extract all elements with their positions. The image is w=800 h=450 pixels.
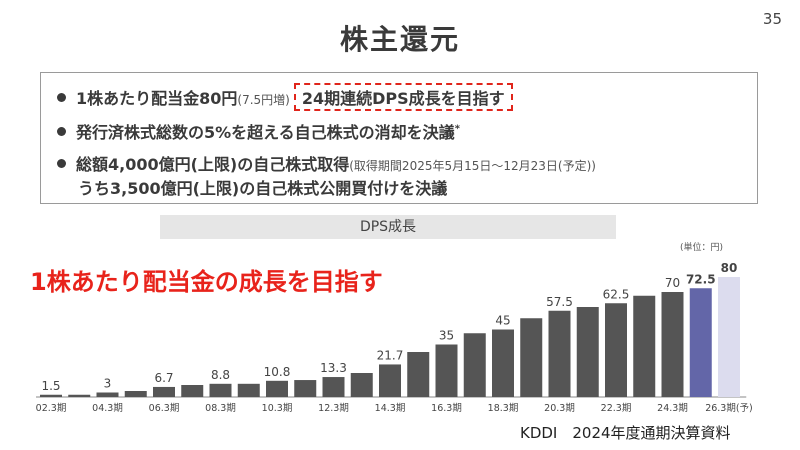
data-label: 70 bbox=[665, 276, 680, 290]
x-tick-label: 20.3期 bbox=[544, 403, 575, 414]
page-title: 株主還元 bbox=[339, 23, 460, 56]
bar-13.3期 bbox=[350, 373, 373, 397]
data-label: 3 bbox=[104, 377, 112, 391]
bar-24.3期 bbox=[661, 292, 684, 397]
bullet-dot bbox=[57, 93, 66, 102]
x-tick-label: 22.3期 bbox=[601, 403, 632, 414]
bullet-2: 発行済株式総数の5%を超える自己株式の消却を決議* bbox=[57, 119, 460, 143]
x-tick-label: 14.3期 bbox=[375, 403, 406, 414]
bar-25.3期 bbox=[689, 288, 712, 397]
x-tick-label: 26.3期(予) bbox=[705, 403, 753, 414]
x-tick-label: 04.3期 bbox=[92, 403, 123, 414]
bar-04.3期 bbox=[96, 392, 119, 397]
bar-18.3期 bbox=[492, 329, 514, 397]
bar-23.3期 bbox=[633, 295, 656, 397]
bar-19.3期 bbox=[520, 318, 543, 397]
bullet-dot bbox=[57, 127, 66, 136]
bar-09.3期 bbox=[237, 383, 260, 397]
dps-section-header: DPS成長 bbox=[160, 215, 616, 239]
data-label: 21.7 bbox=[377, 348, 404, 362]
bar-26.3期(予) bbox=[718, 277, 740, 397]
bar-05.3期 bbox=[124, 391, 147, 397]
headline: 1株あたり配当金の成長を目指す bbox=[30, 268, 383, 296]
bar-21.3期 bbox=[576, 307, 599, 397]
data-label: 45 bbox=[495, 314, 510, 328]
x-tick-label: 16.3期 bbox=[431, 403, 462, 414]
bullet-1-highlight: 24期連続DPS成長を目指す bbox=[293, 83, 513, 111]
data-label: 8.8 bbox=[211, 368, 230, 382]
bar-03.3期 bbox=[68, 394, 91, 397]
x-tick-label: 18.3期 bbox=[488, 403, 519, 414]
x-tick-label: 10.3期 bbox=[262, 403, 293, 414]
bullet-2-footnote-mark: * bbox=[454, 123, 460, 135]
unit-label: (単位：円) bbox=[680, 243, 724, 253]
bullet-2-text: 発行済株式総数の5%を超える自己株式の消却を決議 bbox=[76, 123, 455, 142]
x-tick-label: 24.3期 bbox=[657, 403, 688, 414]
data-label: 13.3 bbox=[320, 361, 347, 375]
data-label: 10.8 bbox=[264, 365, 291, 379]
x-tick-label: 06.3期 bbox=[149, 403, 180, 414]
bar-08.3期 bbox=[209, 383, 232, 397]
bar-20.3期 bbox=[548, 310, 571, 397]
bullet-1-note: (7.5円増) bbox=[237, 93, 290, 107]
data-label: 6.7 bbox=[154, 371, 173, 385]
footer-text: KDDI 2024年度通期決算資料 bbox=[520, 424, 731, 442]
bullet-dot bbox=[57, 159, 66, 168]
bar-17.3期 bbox=[463, 333, 486, 397]
bar-16.3期 bbox=[435, 344, 458, 397]
bar-10.3期 bbox=[266, 380, 288, 397]
bullet-3-line-2: うち3,500億円(上限)の自己株式公開買付けを決議 bbox=[78, 179, 448, 198]
bar-11.3期 bbox=[294, 380, 317, 397]
data-label: 72.5 bbox=[686, 272, 716, 286]
bullet-1: 1株あたり配当金80円(7.5円増) 24期連続DPS成長を目指す bbox=[57, 83, 513, 111]
bullet-3-text: 総額4,000億円(上限)の自己株式取得 bbox=[76, 155, 350, 174]
bar-02.3期 bbox=[40, 394, 62, 397]
summary-box: 1株あたり配当金80円(7.5円増) 24期連続DPS成長を目指す 発行済株式総数… bbox=[40, 72, 758, 204]
x-tick-label: 08.3期 bbox=[205, 403, 236, 414]
bar-15.3期 bbox=[407, 352, 430, 397]
data-label: 62.5 bbox=[603, 287, 630, 301]
data-label: 80 bbox=[721, 261, 738, 275]
bar-06.3期 bbox=[153, 386, 175, 397]
bar-12.3期 bbox=[322, 377, 345, 397]
bullet-3: 総額4,000億円(上限)の自己株式取得(取得期間2025年5月15日～12月2… bbox=[57, 151, 596, 175]
data-label: 57.5 bbox=[546, 295, 573, 309]
x-tick-label: 12.3期 bbox=[318, 403, 349, 414]
bullet-3-note: (取得期間2025年5月15日～12月23日(予定)) bbox=[349, 159, 596, 173]
x-tick-label: 02.3期 bbox=[36, 403, 67, 414]
bar-14.3期 bbox=[379, 364, 401, 397]
bullet-1-text: 1株あたり配当金80円 bbox=[76, 89, 238, 108]
bar-22.3期 bbox=[605, 303, 627, 397]
bar-07.3期 bbox=[181, 385, 204, 397]
data-label: 35 bbox=[439, 329, 454, 343]
page-number: 35 bbox=[762, 10, 782, 28]
data-label: 1.5 bbox=[41, 379, 60, 393]
